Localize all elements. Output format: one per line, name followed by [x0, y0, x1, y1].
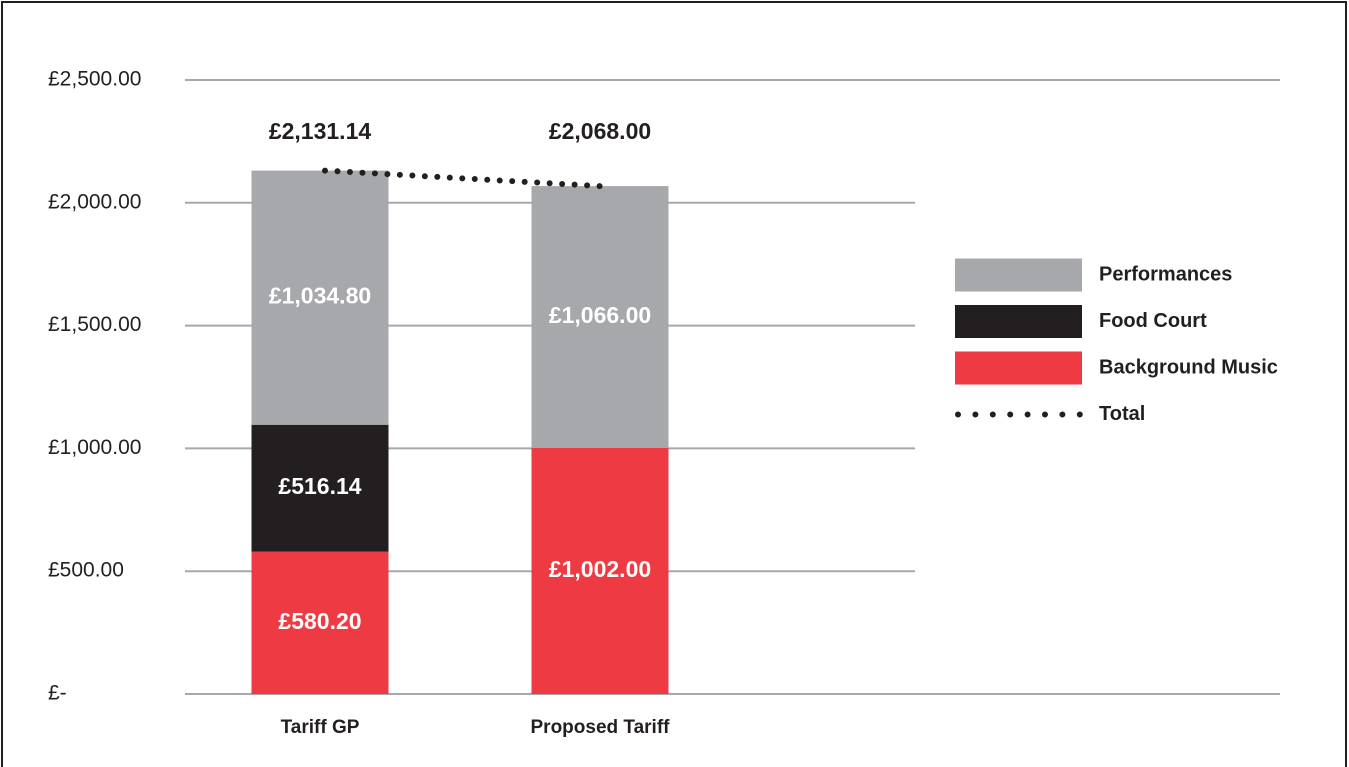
- legend-label: Total: [1099, 403, 1145, 425]
- value-label: £516.14: [278, 473, 361, 499]
- value-label: £1,034.80: [269, 283, 371, 309]
- value-label: £1,066.00: [549, 302, 651, 328]
- legend-label: Food Court: [1099, 310, 1207, 332]
- y-tick-label: £2,000.00: [48, 190, 141, 213]
- bar-segment: [531, 186, 669, 448]
- x-tick-label: Proposed Tariff: [531, 717, 671, 738]
- legend-marker: [955, 305, 1082, 338]
- y-tick-label: £500.00: [48, 559, 124, 582]
- bar-segment: [251, 424, 389, 552]
- value-label: £580.20: [278, 608, 361, 634]
- bar-segment: [251, 170, 389, 425]
- bar-segment: [251, 551, 389, 694]
- legend-marker: [955, 351, 1082, 385]
- legend-label: Background Music: [1099, 356, 1278, 378]
- x-tick-label: Tariff GP: [281, 717, 360, 738]
- y-tick-label: £2,500.00: [48, 68, 141, 91]
- total-label: £2,068.00: [549, 118, 651, 144]
- value-label: £1,002.00: [549, 556, 651, 582]
- total-label: £2,131.14: [269, 118, 372, 144]
- y-tick-label: £1,500.00: [48, 313, 141, 336]
- bar-segment: [531, 447, 669, 694]
- y-tick-label: £1,000.00: [48, 436, 141, 459]
- legend-label: Performances: [1099, 263, 1232, 285]
- total-line: [322, 167, 603, 190]
- legend-marker: [955, 258, 1082, 292]
- y-tick-label: £-: [48, 682, 67, 705]
